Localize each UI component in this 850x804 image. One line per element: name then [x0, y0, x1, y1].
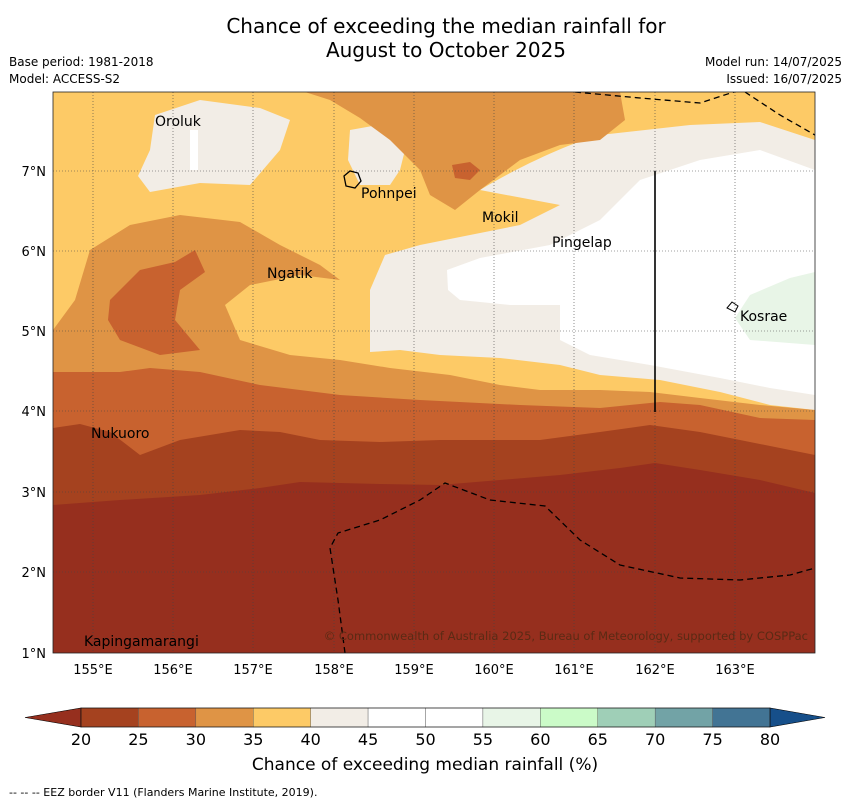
place-label-pohnpei: Pohnpei	[361, 186, 417, 202]
lat-tick-label: 5°N	[22, 325, 47, 340]
band-25-30-west	[108, 250, 205, 355]
band-55-60	[735, 272, 815, 345]
place-label-kosrae: Kosrae	[740, 309, 787, 325]
colorbar-high-extend	[769, 707, 826, 728]
copyright-text: © Commonwealth of Australia 2025, Bureau…	[324, 629, 808, 643]
colorbar-swatch	[253, 707, 311, 728]
colorbar-swatch	[138, 707, 197, 728]
meta-left: Base period: 1981-2018 Model: ACCESS-S2	[9, 54, 154, 88]
band-40-45-oroluk	[138, 100, 290, 192]
meta-right: Model run: 14/07/2025 Issued: 16/07/2025	[705, 54, 842, 88]
lon-tick-label: 155°E	[73, 663, 113, 678]
lon-tick-label: 161°E	[554, 663, 594, 678]
lat-tick-label: 1°N	[22, 647, 47, 662]
place-label-ngatik: Ngatik	[267, 266, 313, 282]
lat-tick-label: 2°N	[22, 566, 47, 581]
map-title: Chance of exceeding the median rainfall …	[0, 14, 850, 62]
place-label-oroluk: Oroluk	[155, 114, 202, 130]
title-line-1: Chance of exceeding the median rainfall …	[226, 14, 666, 38]
colorbar-tick-label: 50	[415, 730, 435, 749]
colorbar-swatch	[367, 707, 426, 728]
lon-tick-label: 156°E	[153, 663, 193, 678]
lon-tick-label: 157°E	[233, 663, 273, 678]
colorbar-tick-label: 45	[358, 730, 378, 749]
band-45-55	[447, 150, 815, 395]
lon-axis: 155°E 156°E 157°E 158°E 159°E 160°E 161°…	[73, 663, 755, 678]
colorbar-swatch	[310, 707, 369, 728]
eez-border	[329, 92, 815, 653]
band-30-35-north	[305, 92, 625, 210]
colorbar-label: Chance of exceeding median rainfall (%)	[251, 755, 599, 775]
lat-tick-label: 6°N	[22, 245, 47, 260]
place-label-mokil: Mokil	[482, 210, 519, 226]
colorbar-swatch	[482, 707, 541, 728]
lat-tick-label: 4°N	[22, 405, 47, 420]
issued-text: Issued: 16/07/2025	[726, 72, 842, 86]
rainfall-map	[53, 92, 815, 653]
colorbar: 20 25 30 35 40 45 50 55 60 65 70 75 80	[24, 707, 826, 749]
lon-tick-label: 159°E	[394, 663, 434, 678]
colorbar-tick-label: 35	[243, 730, 263, 749]
place-label-pingelap: Pingelap	[552, 235, 612, 251]
colorbar-swatch	[80, 707, 139, 728]
colorbar-swatch	[654, 707, 713, 728]
colorbar-swatch	[195, 707, 254, 728]
place-label-nukuoro: Nukuoro	[91, 426, 149, 442]
lon-tick-label: 163°E	[715, 663, 755, 678]
colorbar-tick-label: 70	[645, 730, 665, 749]
base-period-text: Base period: 1981-2018	[9, 55, 154, 69]
band-below-20	[53, 463, 815, 653]
lon-tick-label: 162°E	[635, 663, 675, 678]
colorbar-low-extend	[24, 707, 82, 728]
pohnpei-island	[343, 170, 362, 189]
colorbar-tick-label: 30	[186, 730, 206, 749]
colorbar-tick-label: 60	[530, 730, 550, 749]
lat-tick-label: 3°N	[22, 486, 47, 501]
colorbar-swatch	[597, 707, 656, 728]
model-text: Model: ACCESS-S2	[9, 72, 121, 86]
colorbar-tick-label: 20	[71, 730, 91, 749]
eez-footnote: -- -- -- EEZ border V11 (Flanders Marine…	[9, 786, 318, 799]
colorbar-tick-label: 75	[702, 730, 722, 749]
map-frame	[52, 91, 816, 654]
kosrae-island	[726, 301, 739, 313]
band-45-50-oroluk	[190, 130, 198, 170]
graticule	[53, 92, 815, 653]
colorbar-tick-label: 55	[473, 730, 493, 749]
lat-tick-label: 7°N	[22, 165, 47, 180]
band-25-30-mokil	[452, 162, 480, 180]
colorbar-tick-label: 65	[588, 730, 608, 749]
model-run-text: Model run: 14/07/2025	[704, 55, 842, 69]
colorbar-swatch	[425, 707, 484, 728]
colorbar-tick-label: 25	[128, 730, 148, 749]
title-line-2: August to October 2025	[325, 38, 567, 62]
colorbar-tick-label: 80	[760, 730, 780, 749]
lon-tick-label: 158°E	[314, 663, 354, 678]
place-label-kapingamarangi: Kapingamarangi	[84, 634, 199, 650]
colorbar-swatch	[540, 707, 598, 728]
lat-axis: 7°N 6°N 5°N 4°N 3°N 2°N 1°N	[22, 165, 47, 662]
lon-tick-label: 160°E	[474, 663, 514, 678]
colorbar-swatch	[712, 707, 771, 728]
colorbar-frame	[80, 707, 771, 728]
colorbar-tick-label: 40	[300, 730, 320, 749]
place-labels: Oroluk Pohnpei Mokil Pingelap Ngatik Kos…	[84, 114, 787, 650]
